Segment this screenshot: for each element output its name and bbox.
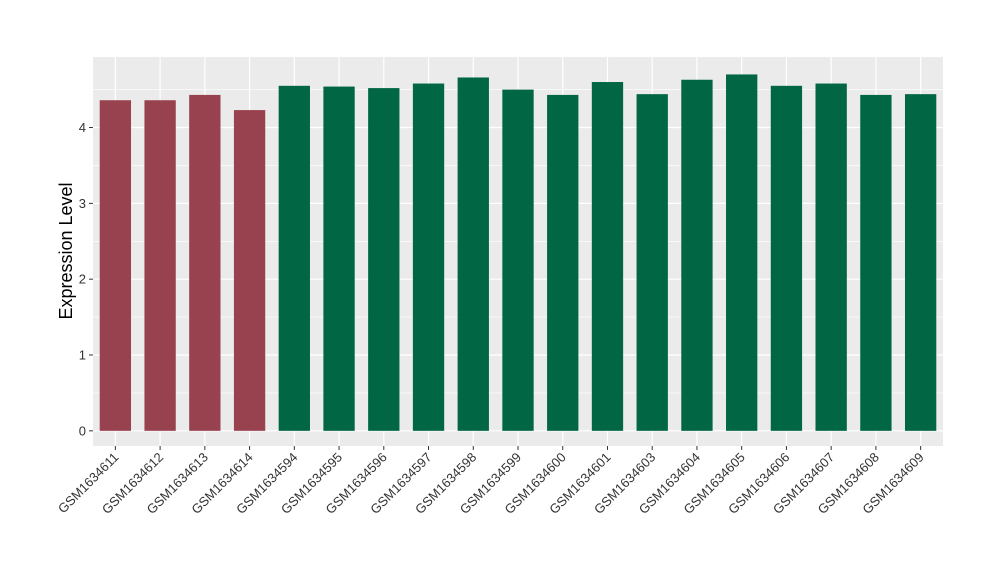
bar-GSM1634596 <box>368 88 400 431</box>
x-axis: GSM1634611GSM1634612GSM1634613GSM1634614… <box>55 446 927 517</box>
y-axis: 0 1 2 3 4 <box>79 120 93 438</box>
bars <box>99 74 937 431</box>
bar-GSM1634597 <box>412 83 445 431</box>
bar-GSM1634605 <box>726 74 758 431</box>
bar-GSM1634611 <box>99 100 132 431</box>
bar-GSM1634598 <box>457 77 489 431</box>
bar-GSM1634607 <box>815 83 847 431</box>
bar-GSM1634594 <box>278 85 310 431</box>
y-axis-title: Expression Level <box>56 182 76 319</box>
bar-GSM1634608 <box>860 94 892 431</box>
y-tick-label: 2 <box>79 272 86 287</box>
bar-GSM1634595 <box>323 86 355 431</box>
bar-GSM1634604 <box>681 79 713 431</box>
bar-GSM1634600 <box>547 94 579 431</box>
bar-GSM1634599 <box>502 89 534 431</box>
y-tick-label: 4 <box>79 120 86 135</box>
y-tick-label: 3 <box>79 196 86 211</box>
bar-GSM1634601 <box>591 82 624 431</box>
bar-GSM1634603 <box>636 94 668 431</box>
y-tick-label: 0 <box>79 423 86 438</box>
bar-GSM1634614 <box>233 110 266 431</box>
bar-GSM1634613 <box>189 94 221 431</box>
bar-GSM1634609 <box>904 94 937 431</box>
bar-GSM1634606 <box>770 85 803 431</box>
bar-GSM1634612 <box>144 100 176 431</box>
y-tick-label: 1 <box>79 348 86 363</box>
